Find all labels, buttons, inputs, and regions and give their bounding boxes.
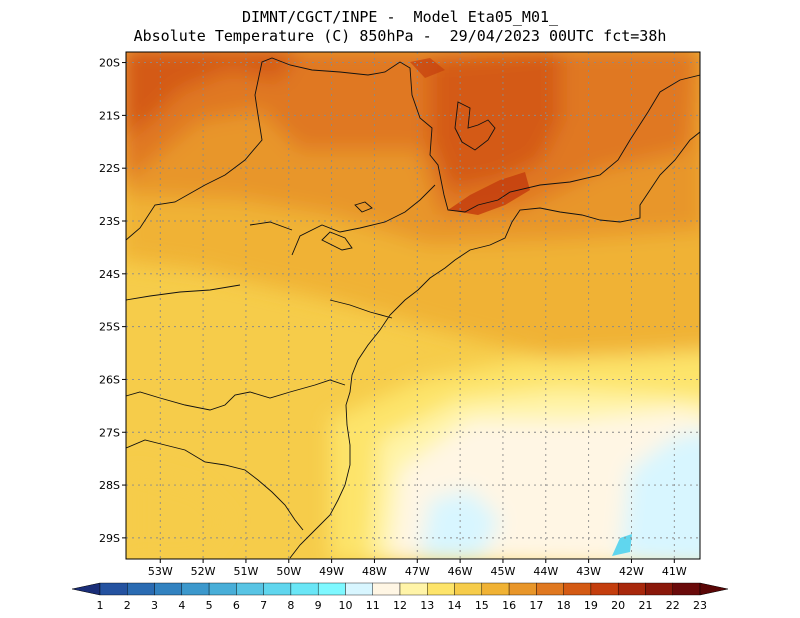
- lon-tick-label: 48W: [362, 565, 387, 578]
- coastline-borders: [126, 57, 700, 559]
- colorbar-cell: [345, 582, 373, 596]
- colorbar-label: 8: [287, 599, 294, 612]
- map-frame: [125, 51, 701, 560]
- lat-tick-label: 25S: [99, 321, 120, 334]
- lat-tick-label: 26S: [99, 373, 120, 386]
- colorbar-label: 6: [233, 599, 240, 612]
- colorbar-cell: [617, 582, 646, 596]
- colorbar-label: 17: [529, 599, 543, 612]
- colorbar-cell: [536, 582, 564, 596]
- colorbar-label: 10: [338, 599, 352, 612]
- lon-tick-label: 50W: [276, 565, 301, 578]
- colorbar-label: 1: [97, 599, 104, 612]
- lon-tick-label: 43W: [576, 565, 601, 578]
- longitude-axis: 53W 52W 51W 50W 49W 48W 47W 46W 45W 44W 43W 42W 41W: [148, 559, 687, 578]
- lon-tick-label: 52W: [191, 565, 216, 578]
- colorbar-label: 16: [502, 599, 516, 612]
- colorbar-cell: [236, 582, 264, 596]
- chart-title-line2: Absolute Temperature (C) 850hPa - 29/04/…: [133, 27, 667, 45]
- lon-tick-label: 46W: [448, 565, 473, 578]
- colorbar-label: 3: [151, 599, 158, 612]
- chart-title-line1: DIMNT/CGCT/INPE - Model Eta05_M01_: [241, 8, 559, 26]
- lon-tick-label: 47W: [405, 565, 430, 578]
- lon-tick-label: 41W: [662, 565, 687, 578]
- colorbar-label: 12: [393, 599, 407, 612]
- colorbar-arrow-right: [699, 582, 729, 596]
- colorbar-label: 23: [693, 599, 707, 612]
- colorbar-cell: [590, 582, 619, 596]
- colorbar-label: 19: [584, 599, 598, 612]
- colorbar-label: 7: [260, 599, 267, 612]
- colorbar-label: 4: [178, 599, 185, 612]
- colorbar-cell: [508, 582, 537, 596]
- colorbar-cell: [181, 582, 210, 596]
- colorbar-cell: [127, 582, 155, 596]
- colorbar-cell: [290, 582, 319, 596]
- lon-tick-label: 45W: [491, 565, 516, 578]
- latitude-axis: 20S 21S 22S 23S 24S 25S 26S 27S 28S 29S: [99, 57, 126, 545]
- colorbar-cell: [208, 582, 237, 596]
- cold-spot: [612, 534, 632, 556]
- colorbar-label: 18: [557, 599, 571, 612]
- colorbar-label: 14: [448, 599, 462, 612]
- colorbar-cell: [454, 582, 483, 596]
- warm-spot: [448, 172, 530, 215]
- gridlines: [126, 52, 700, 559]
- lat-tick-label: 21S: [99, 109, 120, 122]
- colorbar-cell: [427, 582, 455, 596]
- colorbar-label: 2: [124, 599, 131, 612]
- colorbar-cell: [563, 582, 592, 596]
- lat-tick-label: 29S: [99, 532, 120, 545]
- lat-tick-label: 20S: [99, 57, 120, 70]
- colorbar-label: 5: [206, 599, 213, 612]
- colorbar-arrow-left: [71, 582, 101, 596]
- colorbar-cell: [672, 582, 701, 596]
- lat-tick-label: 28S: [99, 479, 120, 492]
- lat-tick-label: 24S: [99, 268, 120, 281]
- temperature-field: [126, 52, 700, 559]
- colorbar-label: 13: [420, 599, 434, 612]
- colorbar-cell: [399, 582, 428, 596]
- lon-tick-label: 53W: [148, 565, 173, 578]
- lat-tick-label: 23S: [99, 215, 120, 228]
- colorbar-cell: [263, 582, 292, 596]
- lon-tick-label: 49W: [319, 565, 344, 578]
- colorbar-cell: [645, 582, 673, 596]
- lon-tick-label: 51W: [234, 565, 259, 578]
- colorbar-label: 11: [366, 599, 380, 612]
- colorbar-label: 22: [666, 599, 680, 612]
- lat-tick-label: 22S: [99, 162, 120, 175]
- colorbar-label: 21: [638, 599, 652, 612]
- colorbar-cell: [99, 582, 128, 596]
- colorbar-cell: [481, 582, 510, 596]
- colorbar-label: 20: [611, 599, 625, 612]
- warm-spot-north: [410, 58, 445, 78]
- colorbar-label: 15: [475, 599, 489, 612]
- colorbar-cell: [372, 582, 401, 596]
- colorbar: 1 2 3 4 5 6 7 8 9 10 11 12 13 14 15 16 17 18 19 20 21 22 23: [71, 582, 729, 612]
- lat-tick-label: 27S: [99, 426, 120, 439]
- lon-tick-label: 42W: [619, 565, 644, 578]
- colorbar-label: 9: [315, 599, 322, 612]
- colorbar-cell: [317, 582, 346, 596]
- colorbar-cell: [154, 582, 183, 596]
- lon-tick-label: 44W: [533, 565, 558, 578]
